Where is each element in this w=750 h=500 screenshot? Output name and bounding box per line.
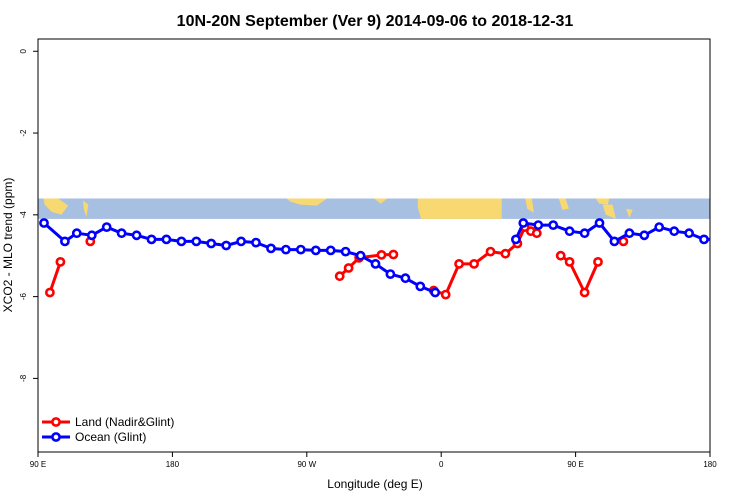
y-tick-label: -2 (19, 129, 28, 137)
ocean-data-point (86, 230, 97, 241)
y-axis-label: XCO2 - MLO trend (ppm) (1, 178, 15, 313)
ocean-data-point (101, 222, 112, 232)
legend-land-label: Land (Nadir&Glint) (75, 415, 174, 429)
land-series-line (48, 261, 62, 293)
ocean-data-point (594, 218, 605, 228)
land-data-point (500, 248, 511, 259)
ocean-data-point (639, 230, 650, 241)
land-data-point (55, 256, 66, 267)
land-series-line (433, 225, 538, 297)
ocean-data-point (131, 230, 142, 241)
legend: Land (Nadir&Glint) Ocean (Glint) (42, 415, 174, 444)
x-tick-label: 90 E (30, 460, 46, 469)
ocean-data-point (221, 240, 232, 251)
land-data-point (531, 228, 542, 239)
y-tick-label: -4 (19, 211, 28, 219)
ocean-data-point (370, 258, 381, 269)
land-data-point (555, 250, 566, 261)
ocean-data-point (669, 226, 680, 237)
y-tick-label: -8 (19, 374, 28, 382)
ocean-data-point (116, 228, 127, 239)
land-shapes (43, 198, 633, 219)
y-tick-label: 0 (19, 48, 28, 53)
legend-ocean-label: Ocean (Glint) (75, 430, 146, 444)
ocean-data-point (310, 245, 321, 256)
plot-frame (37, 38, 711, 453)
land-data-point (440, 289, 451, 300)
ocean-data-point (699, 234, 709, 245)
ocean-data-point (161, 234, 172, 245)
x-tick-label: 90 W (297, 460, 316, 469)
land-shape (626, 208, 633, 218)
ocean-data-point (624, 228, 635, 239)
ocean-data-point (511, 234, 521, 245)
land-shape (286, 198, 327, 206)
land-data-point (45, 287, 55, 298)
x-tick-label: 0 (439, 460, 444, 469)
ocean-data-point (266, 243, 276, 254)
legend-land-marker (51, 417, 61, 427)
ocean-data-point (518, 218, 529, 228)
legend-ocean-marker (51, 432, 61, 442)
land-shape (595, 198, 610, 205)
ocean-background (38, 198, 710, 219)
ocean-data-point (206, 238, 217, 249)
land-data-point (469, 258, 479, 269)
land-shape (83, 200, 89, 217)
x-tick-label: 180 (166, 460, 180, 469)
land-data-point (343, 263, 354, 273)
x-tick-label: 90 E (567, 460, 583, 469)
map-band (38, 198, 710, 219)
ocean-data-point (533, 220, 544, 230)
land-data-point (388, 249, 399, 260)
ocean-data-point (60, 236, 70, 247)
ocean-data-point (325, 245, 336, 256)
land-shape (43, 198, 69, 215)
ocean-data-point (579, 228, 590, 239)
y-tick-label: -6 (19, 293, 28, 301)
ocean-data-point (39, 218, 49, 228)
ocean-data-point (71, 228, 82, 239)
y-axis: 0 -2 -4 -6 -8 (19, 48, 38, 382)
land-shape (602, 204, 616, 219)
ocean-data-point (355, 250, 366, 261)
land-data-point (454, 258, 464, 269)
ocean-data-point (191, 236, 202, 247)
ocean-data-point (715, 236, 722, 243)
ocean-data-point (146, 234, 157, 245)
ocean-series-line (43, 221, 436, 294)
land-data-point (334, 271, 345, 282)
ocean-data-point (385, 269, 396, 279)
land-data-point (376, 249, 387, 260)
ocean-data-point (684, 228, 694, 239)
ocean-data-point (280, 244, 291, 255)
ocean-data-point (340, 246, 351, 257)
land-shape (374, 198, 388, 204)
ocean-data-point (236, 236, 246, 247)
ocean-data-point (251, 237, 261, 248)
ocean-data-point (548, 220, 559, 230)
chart-title: 10N-20N September (Ver 9) 2014-09-06 to … (177, 13, 574, 30)
ocean-data-point (430, 287, 441, 298)
x-tick-label: 180 (703, 460, 717, 469)
x-axis: 90 E 180 90 W 0 90 E 180 (30, 452, 717, 469)
land-data-point (593, 256, 603, 267)
land-data-point (564, 256, 575, 267)
series-layer (39, 218, 722, 300)
land-shape (525, 198, 534, 213)
ocean-data-point (564, 226, 575, 237)
land-shape (558, 198, 569, 210)
ocean-data-point (415, 281, 426, 292)
ocean-data-point (654, 222, 665, 232)
land-data-point (579, 287, 590, 298)
x-axis-label: Longitude (deg E) (327, 477, 422, 491)
land-data-point (485, 246, 496, 257)
ocean-data-point (609, 236, 620, 247)
ocean-data-point (295, 244, 306, 255)
land-series-line (559, 254, 600, 294)
ocean-data-point (400, 273, 411, 284)
land-shape (417, 198, 502, 219)
ocean-data-point (176, 236, 187, 247)
